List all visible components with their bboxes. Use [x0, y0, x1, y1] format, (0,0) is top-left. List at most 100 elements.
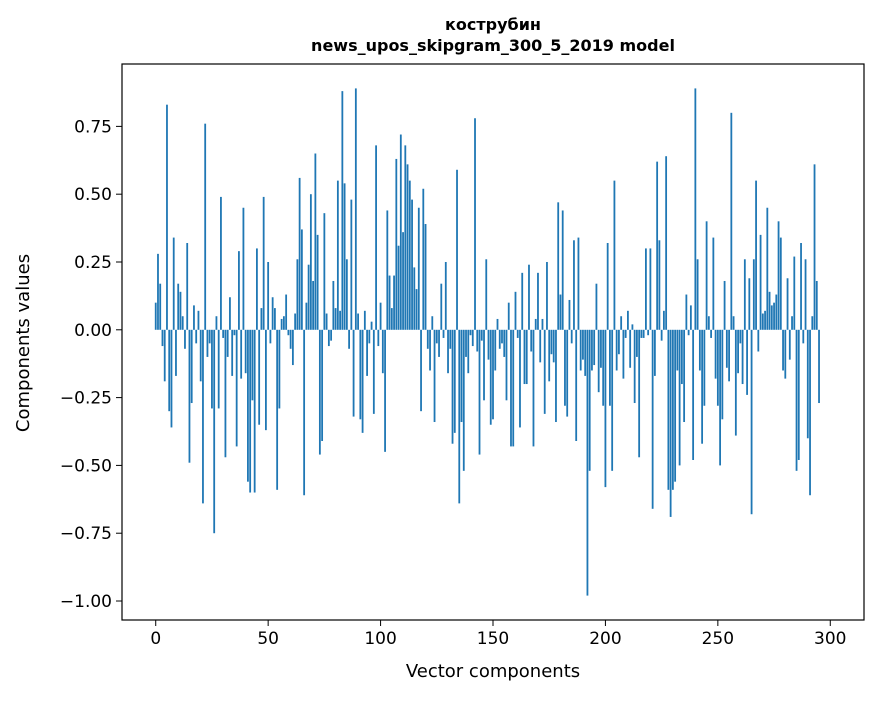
- x-tick-label: 300: [814, 629, 846, 649]
- bar-8: [172, 237, 175, 330]
- bar-159: [512, 329, 515, 447]
- bar-85: [345, 259, 348, 330]
- chart-title: кострубин: [445, 15, 541, 34]
- bar-43: [251, 329, 254, 401]
- bar-105: [390, 308, 393, 330]
- bar-223: [656, 161, 659, 330]
- bar-264: [748, 278, 751, 330]
- bar-134: [456, 169, 458, 330]
- bar-241: [696, 259, 699, 330]
- bar-50: [267, 261, 270, 330]
- bar-136: [460, 329, 463, 423]
- bar-209: [624, 329, 627, 338]
- bar-271: [764, 310, 766, 330]
- bar-94: [366, 329, 368, 376]
- bar-238: [689, 305, 692, 330]
- bar-63: [296, 259, 299, 330]
- bar-259: [737, 329, 739, 374]
- bar-28: [217, 329, 220, 409]
- bar-47: [260, 308, 263, 330]
- bar-130: [447, 329, 449, 374]
- bar-180: [559, 294, 562, 330]
- bar-72: [316, 234, 319, 330]
- bar-277: [777, 221, 780, 330]
- bar-163: [521, 272, 524, 330]
- bar-53: [274, 308, 276, 330]
- bar-164: [523, 329, 526, 385]
- bar-32: [226, 329, 229, 357]
- bar-99: [377, 329, 380, 347]
- bar-17: [193, 305, 195, 330]
- bar-69: [309, 194, 312, 330]
- bar-70: [312, 280, 315, 330]
- bar-279: [782, 329, 784, 371]
- bar-162: [519, 329, 521, 428]
- bar-188: [577, 237, 580, 330]
- bar-57: [282, 316, 285, 330]
- bar-42: [249, 329, 252, 493]
- bar-234: [680, 329, 683, 385]
- bar-248: [712, 237, 715, 330]
- bar-260: [739, 329, 742, 344]
- bar-98: [375, 145, 377, 330]
- bar-131: [449, 329, 452, 349]
- bar-10: [177, 283, 180, 330]
- bar-192: [586, 329, 589, 596]
- bar-67: [305, 302, 308, 330]
- bar-206: [618, 329, 620, 355]
- bar-65: [300, 229, 303, 330]
- x-tick-label: 0: [150, 629, 161, 649]
- bar-16: [190, 329, 193, 404]
- bar-211: [629, 329, 632, 368]
- bar-202: [609, 329, 611, 406]
- bar-144: [478, 329, 481, 455]
- bar-286: [797, 329, 800, 460]
- bar-76: [325, 313, 328, 330]
- bar-114: [411, 199, 413, 330]
- bar-18: [195, 329, 198, 344]
- bar-71: [314, 153, 317, 330]
- bar-33: [229, 297, 231, 330]
- x-axis: 0 50 100 150 200 250 300: [150, 620, 846, 649]
- bar-194: [591, 329, 593, 371]
- bar-11: [179, 291, 182, 330]
- bar-101: [381, 329, 384, 374]
- bar-282: [788, 329, 791, 360]
- bar-137: [462, 329, 465, 471]
- bar-263: [746, 329, 748, 395]
- bar-27: [215, 316, 218, 330]
- bar-243: [701, 329, 704, 444]
- bar-262: [743, 259, 746, 330]
- bar-204: [613, 180, 616, 330]
- bar-58: [285, 294, 288, 330]
- bar-237: [687, 329, 690, 336]
- bar-95: [368, 329, 371, 344]
- bar-145: [480, 329, 483, 341]
- bar-40: [244, 329, 247, 374]
- bar-118: [420, 329, 422, 412]
- bar-269: [759, 234, 762, 330]
- bar-92: [361, 329, 364, 433]
- bar-117: [417, 207, 420, 330]
- bar-132: [451, 329, 454, 444]
- bar-6: [168, 329, 171, 412]
- bar-9: [175, 329, 177, 376]
- bar-216: [640, 329, 643, 338]
- bar-189: [579, 329, 582, 371]
- x-tick-label: 150: [477, 629, 509, 649]
- bar-96: [370, 321, 373, 330]
- bar-240: [694, 88, 697, 330]
- bar-55: [278, 329, 281, 409]
- bar-251: [719, 329, 721, 466]
- y-tick-label: 0.00: [74, 321, 112, 341]
- bar-44: [253, 329, 256, 493]
- bar-233: [678, 329, 681, 466]
- bar-110: [402, 232, 404, 330]
- bar-12: [181, 316, 184, 330]
- bar-173: [543, 329, 546, 414]
- bar-182: [564, 329, 566, 406]
- bar-281: [786, 278, 789, 330]
- bar-119: [422, 188, 425, 330]
- bar-170: [537, 272, 539, 330]
- bar-68: [307, 264, 310, 330]
